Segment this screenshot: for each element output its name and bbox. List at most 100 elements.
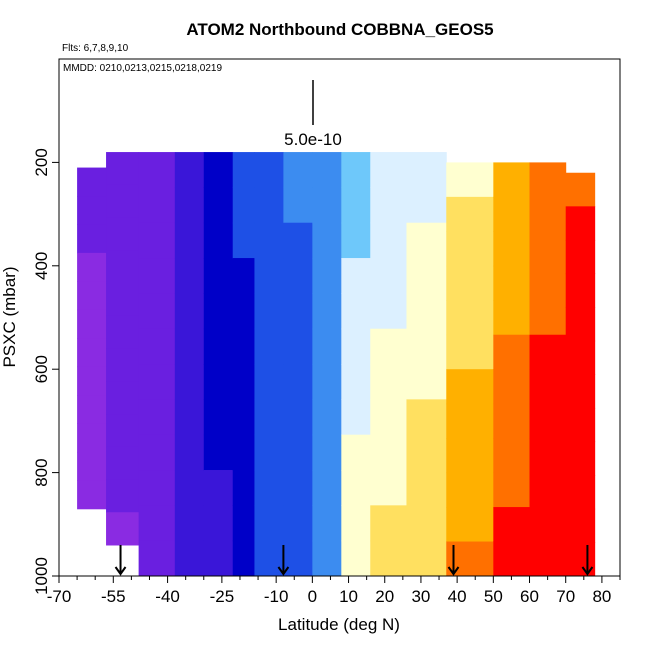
heatmap-cell <box>529 196 567 232</box>
heatmap-cell <box>312 540 342 577</box>
heatmap-cell <box>232 399 255 436</box>
heatmap-cell <box>493 334 531 370</box>
heatmap-cell <box>283 434 313 471</box>
heatmap-cell <box>283 505 313 542</box>
x-tick-label: 50 <box>484 587 503 606</box>
x-tick-label: -55 <box>101 587 126 606</box>
heatmap-cell <box>283 399 313 436</box>
heatmap-cell <box>232 222 255 259</box>
heatmap-cell <box>565 441 596 476</box>
heatmap-cell <box>77 281 107 311</box>
heatmap-cell <box>106 381 140 415</box>
heatmap-cell <box>370 540 407 577</box>
heatmap-cell <box>138 328 176 365</box>
heatmap-cell <box>138 399 176 436</box>
heatmap-cell <box>312 470 342 506</box>
heatmap-cell <box>406 470 447 506</box>
heatmap-cell <box>341 328 371 365</box>
heatmap-cell <box>232 152 255 188</box>
heatmap-cell <box>493 403 531 439</box>
y-tick-label: 400 <box>32 252 51 280</box>
heatmap-cell <box>446 196 494 232</box>
heatmap-cell <box>529 438 567 474</box>
heatmap-cell <box>370 258 407 294</box>
heatmap-cell <box>283 328 313 365</box>
boundary-arrowhead <box>277 566 290 576</box>
heatmap-cell <box>565 508 596 543</box>
heatmap-cell <box>446 231 494 267</box>
heatmap-cell <box>254 258 284 294</box>
heatmap-cell <box>341 399 371 436</box>
heatmap-layer <box>77 152 596 577</box>
heatmap-cell <box>138 434 176 471</box>
heatmap-cell <box>370 187 407 224</box>
heatmap-cell <box>370 364 407 400</box>
heatmap-cell <box>565 206 596 241</box>
boundary-arrowhead <box>114 566 127 576</box>
x-tick-label: -10 <box>264 587 289 606</box>
heatmap-cell <box>77 366 107 396</box>
heatmap-cell <box>203 293 234 330</box>
heatmap-cell <box>446 369 494 405</box>
heatmap-cell <box>203 540 234 577</box>
heatmap-cell <box>174 222 205 259</box>
heatmap-cell <box>203 222 234 259</box>
heatmap-cell <box>565 307 596 342</box>
heatmap-cell <box>203 364 234 400</box>
heatmap-cell <box>254 434 284 471</box>
heatmap-cell <box>283 470 313 506</box>
heatmap-cell <box>446 300 494 336</box>
heatmap-cell <box>174 187 205 224</box>
heatmap-cell <box>138 470 176 506</box>
heatmap-cell <box>77 451 107 481</box>
heatmap-cell <box>565 340 596 375</box>
heatmap-cell <box>406 258 447 294</box>
heatmap-cell <box>106 512 140 546</box>
heatmap-cell <box>77 224 107 254</box>
heatmap-cell <box>138 187 176 224</box>
heatmap-cell <box>370 470 407 506</box>
heatmap-cell <box>106 479 140 513</box>
heatmap-cell <box>254 505 284 542</box>
x-tick-label: 0 <box>308 587 317 606</box>
heatmap-cell <box>370 222 407 259</box>
heatmap-cell <box>138 540 176 577</box>
heatmap-cell <box>254 399 284 436</box>
y-tick-label: 800 <box>32 458 51 486</box>
heatmap-cell <box>254 293 284 330</box>
heatmap-cell <box>138 222 176 259</box>
scale-label: 5.0e-10 <box>284 130 342 149</box>
y-tick-label: 600 <box>32 355 51 383</box>
heatmap-cell <box>283 222 313 259</box>
x-axis-label: Latitude (deg N) <box>278 615 400 634</box>
heatmap-cell <box>232 364 255 400</box>
heatmap-cell <box>283 293 313 330</box>
heatmap-cell <box>341 293 371 330</box>
heatmap-cell <box>529 507 567 543</box>
heatmap-cell <box>203 152 234 188</box>
heatmap-cell <box>203 328 234 365</box>
heatmap-cell <box>446 472 494 508</box>
heatmap-cell <box>138 293 176 330</box>
heatmap-cell <box>341 434 371 471</box>
heatmap-cell <box>529 472 567 508</box>
heatmap-cell <box>341 540 371 577</box>
heatmap-cell <box>174 328 205 365</box>
heatmap-cell <box>529 369 567 405</box>
heatmap-cell <box>203 187 234 224</box>
heatmap-cell <box>446 162 494 198</box>
heatmap-cell <box>406 540 447 577</box>
heatmap-cell <box>106 348 140 382</box>
heatmap-cell <box>312 258 342 294</box>
heatmap-cell <box>232 187 255 224</box>
heatmap-cell <box>529 403 567 439</box>
heatmap-cell <box>312 434 342 471</box>
heatmap-cell <box>406 328 447 365</box>
heatmap-cell <box>446 438 494 474</box>
x-tick-label: 80 <box>592 587 611 606</box>
heatmap-cell <box>312 399 342 436</box>
x-tick-label: 10 <box>339 587 358 606</box>
heatmap-cell <box>565 374 596 409</box>
heatmap-cell <box>254 152 284 188</box>
heatmap-cell <box>493 231 531 267</box>
